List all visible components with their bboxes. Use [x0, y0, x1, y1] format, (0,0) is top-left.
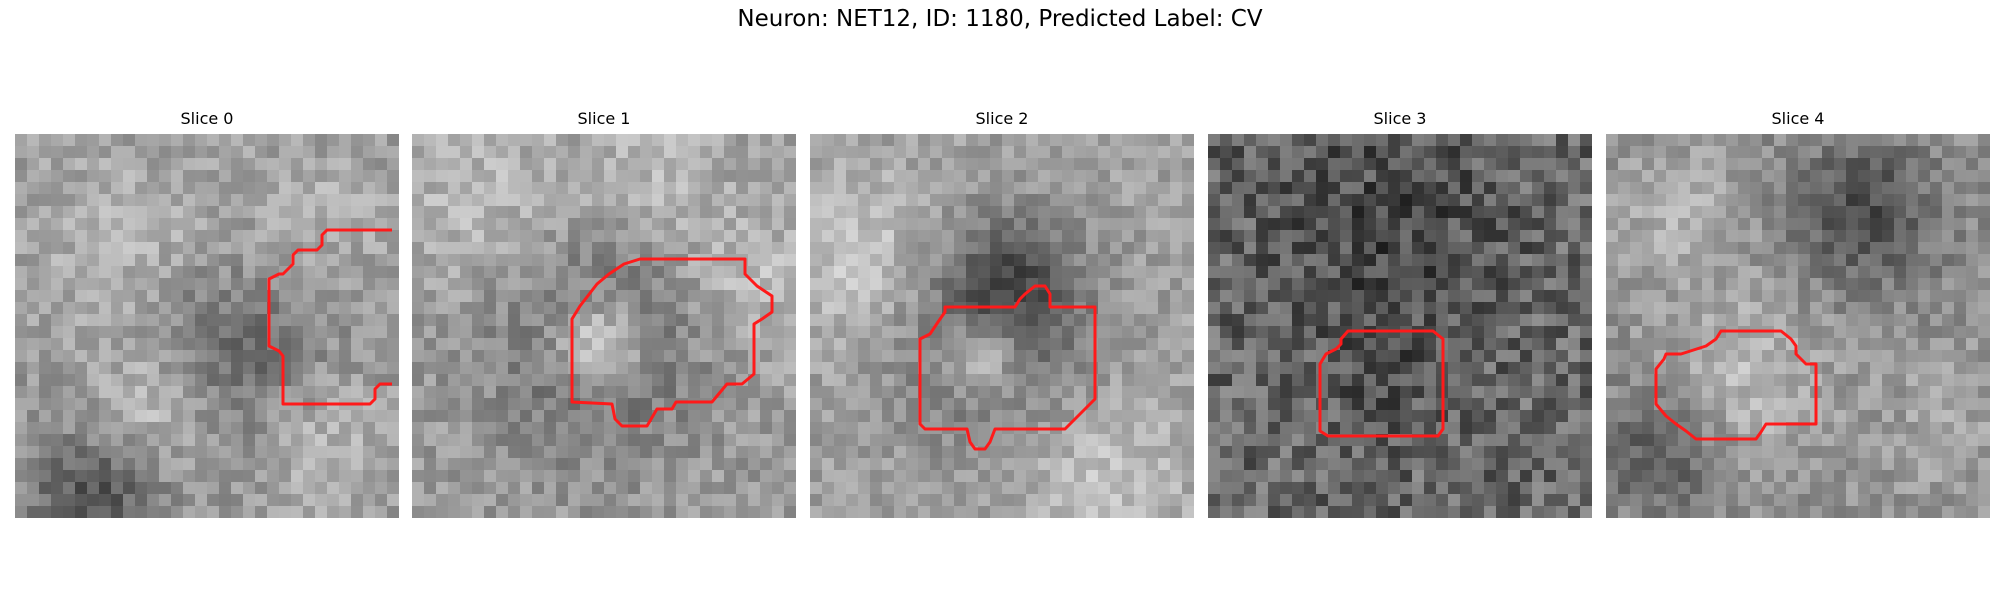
slice-title-4: Slice 4	[1606, 108, 1990, 130]
slice-title-0: Slice 0	[15, 108, 399, 130]
roi-outline-2	[810, 134, 1194, 518]
slice-title-2: Slice 2	[810, 108, 1194, 130]
slice-panel-3: Slice 3	[1208, 108, 1592, 130]
roi-outline-1	[412, 134, 796, 518]
slice-panel-4: Slice 4	[1606, 108, 1990, 130]
roi-outline-0	[15, 134, 399, 518]
slice-panel-0: Slice 0	[15, 108, 399, 130]
roi-outline-3	[1208, 134, 1592, 518]
slice-panel-2: Slice 2	[810, 108, 1194, 130]
figure-title: Neuron: NET12, ID: 1180, Predicted Label…	[0, 6, 2000, 32]
roi-outline-4	[1606, 134, 1990, 518]
slice-panel-1: Slice 1	[412, 108, 796, 130]
slice-title-1: Slice 1	[412, 108, 796, 130]
slice-title-3: Slice 3	[1208, 108, 1592, 130]
